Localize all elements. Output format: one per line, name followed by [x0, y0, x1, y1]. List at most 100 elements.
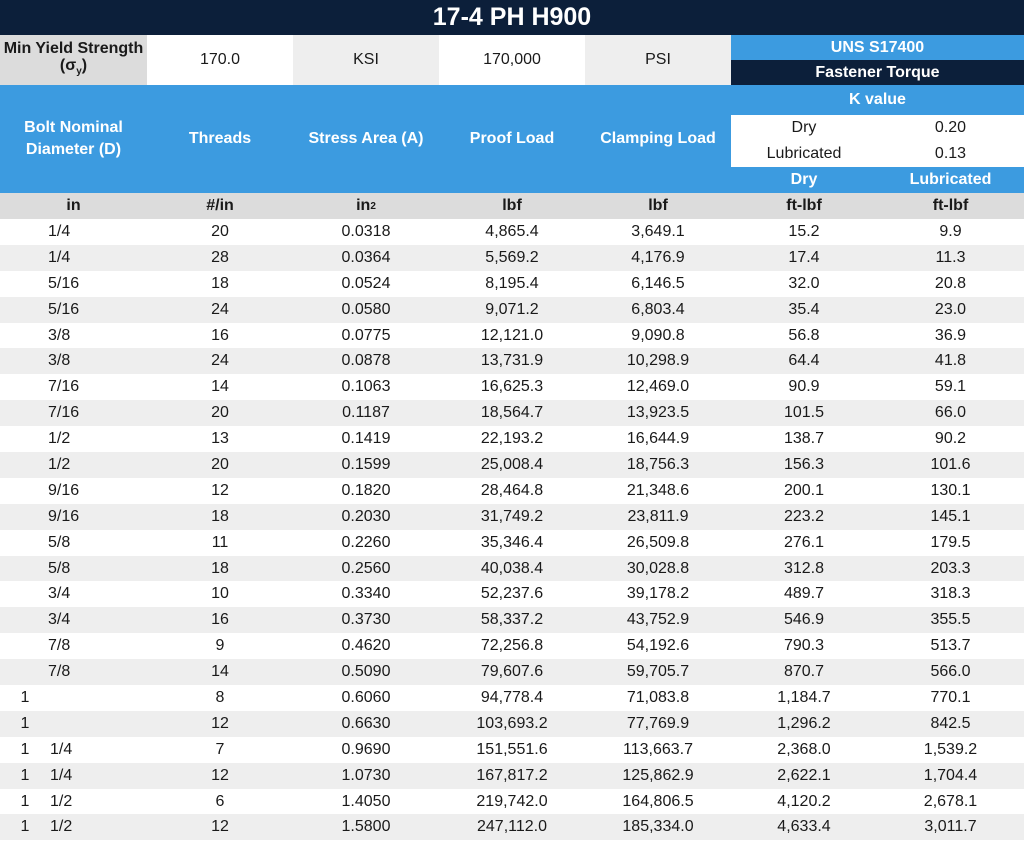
yield-strength-symbol: (σy) [59, 56, 88, 78]
cell-proof-load: 219,742.0 [476, 792, 548, 810]
uns-designation: UNS S17400 [731, 35, 1024, 60]
cell-proof-load: 35,346.4 [480, 533, 544, 551]
cell-torque-lubricated: 355.5 [930, 611, 971, 629]
diameter-whole: 1 [20, 792, 30, 810]
cell-stress-area: 0.4620 [341, 637, 391, 655]
cell-torque-dry: 90.9 [788, 378, 820, 396]
cell-diameter: 1 1/4 [0, 737, 147, 763]
cell-stress-area: 0.3730 [341, 611, 391, 629]
cell-stress-area: 1.4050 [341, 792, 391, 810]
cell-torque-dry: 15.2 [788, 222, 820, 240]
cell-proof-load: 18,564.7 [480, 404, 544, 422]
cell-torque-dry: 4,120.2 [777, 792, 831, 810]
table-row: 1/4 28 0.0364 5,569.2 4,176.9 17.4 11.3 [0, 244, 1024, 271]
cell-stress-area: 0.1419 [341, 430, 391, 448]
cell-torque-dry: 4,633.4 [777, 818, 831, 836]
page-title: 17-4 PH H900 [0, 0, 1024, 35]
cell-stress-area: 1.5800 [341, 818, 391, 836]
diameter-fraction: 9/16 [48, 481, 80, 499]
cell-clamping-load: 185,334.0 [622, 818, 694, 836]
k-dry-value: 0.20 [934, 119, 967, 136]
cell-threads: 12 [211, 481, 229, 499]
yield-psi-value: 170,000 [439, 35, 585, 85]
yield-strength-label: Min Yield Strength (σy) [0, 35, 147, 85]
cell-threads: 20 [211, 404, 229, 422]
cell-clamping-load: 6,146.5 [631, 274, 685, 292]
cell-diameter: 1 1/2 [0, 814, 147, 840]
cell-proof-load: 72,256.8 [480, 637, 544, 655]
cell-threads: 24 [211, 352, 229, 370]
uns-block: UNS S17400 Fastener Torque [731, 35, 1024, 85]
fastener-torque-label: Fastener Torque [731, 60, 1024, 85]
k-value-title: K value [849, 91, 906, 108]
cell-diameter: 1 [0, 711, 147, 737]
cell-stress-area: 1.0730 [341, 766, 391, 784]
cell-torque-dry: 1,184.7 [777, 688, 831, 706]
cell-threads: 18 [211, 507, 229, 525]
cell-threads: 14 [211, 663, 229, 681]
k-dry-label: Dry [791, 119, 817, 136]
cell-diameter: 1/4 [0, 219, 147, 245]
table-row: 1 1/4 7 0.9690 151,551.6 113,663.7 2,368.0 1,53… [0, 736, 1024, 763]
cell-torque-lubricated: 20.8 [934, 274, 967, 292]
table-row: 1 1/2 6 1.4050 219,742.0 164,806.5 4,120.2 2,67… [0, 788, 1024, 815]
yield-ksi-unit: KSI [293, 35, 439, 85]
cell-clamping-load: 71,083.8 [626, 688, 690, 706]
cell-clamping-load: 43,752.9 [626, 611, 690, 629]
cell-stress-area: 0.1820 [341, 481, 391, 499]
cell-diameter: 5/8 [0, 530, 147, 556]
cell-proof-load: 9,071.2 [485, 300, 539, 318]
cell-threads: 20 [211, 455, 229, 473]
table-row: 1/2 20 0.1599 25,008.4 18,756.3 156.3 101.6 [0, 452, 1024, 478]
table-row: 7/16 14 0.1063 16,625.3 12,469.0 90.9 59.1 [0, 374, 1024, 401]
diameter-fraction: 3/4 [48, 611, 71, 629]
cell-threads: 18 [211, 559, 229, 577]
diameter-fraction: 5/8 [48, 559, 71, 577]
yield-psi-unit: PSI [585, 35, 731, 85]
cell-torque-lubricated: 513.7 [930, 637, 971, 655]
table-row: 1 8 0.6060 94,778.4 71,083.8 1,184.7 770.1 [0, 685, 1024, 711]
cell-clamping-load: 23,811.9 [627, 507, 689, 525]
cell-diameter: 7/8 [0, 633, 147, 659]
cell-diameter: 1/2 [0, 426, 147, 452]
cell-threads: 12 [211, 818, 229, 836]
units-row: in #/in in 2 lbf lbf ft-lbf ft-lbf [0, 193, 1024, 219]
cell-clamping-load: 9,090.8 [631, 326, 685, 344]
cell-clamping-load: 4,176.9 [631, 248, 685, 266]
diameter-fraction: 1/4 [50, 740, 73, 758]
cell-clamping-load: 125,862.9 [622, 766, 694, 784]
torque-column-labels: Dry Lubricated [731, 167, 1024, 193]
cell-torque-lubricated: 3,011.7 [924, 818, 977, 836]
cell-torque-dry: 276.1 [783, 533, 825, 551]
cell-torque-dry: 56.8 [788, 326, 820, 344]
cell-torque-dry: 35.4 [788, 300, 820, 318]
yield-ksi-value: 170.0 [147, 35, 293, 85]
diameter-fraction: 3/4 [48, 585, 71, 603]
table-row: 5/8 11 0.2260 35,346.4 26,509.8 276.1 179.5 [0, 529, 1024, 556]
cell-torque-lubricated: 130.1 [930, 481, 971, 499]
cell-proof-load: 16,625.3 [480, 378, 544, 396]
k-lub-value: 0.13 [934, 145, 967, 162]
cell-stress-area: 0.3340 [341, 585, 391, 603]
cell-torque-dry: 156.3 [783, 455, 825, 473]
cell-torque-dry: 138.7 [783, 430, 825, 448]
cell-threads: 10 [211, 585, 229, 603]
cell-diameter: 1/2 [0, 452, 147, 478]
cell-torque-dry: 312.8 [783, 559, 825, 577]
cell-diameter: 9/16 [0, 504, 147, 530]
diameter-fraction: 1/2 [48, 430, 71, 448]
cell-torque-dry: 32.0 [788, 274, 820, 292]
cell-clamping-load: 13,923.5 [626, 404, 690, 422]
diameter-fraction: 3/8 [48, 326, 71, 344]
table-row: 1 1/2 12 1.5800 247,112.0 185,334.0 4,633.4 3,0… [0, 814, 1024, 841]
diameter-fraction: 1/2 [50, 818, 73, 836]
cell-proof-load: 79,607.6 [480, 663, 544, 681]
cell-clamping-load: 77,769.9 [626, 714, 690, 732]
cell-torque-dry: 489.7 [783, 585, 825, 603]
cell-threads: 8 [215, 688, 225, 706]
cell-clamping-load: 26,509.8 [626, 533, 690, 551]
diameter-fraction: 1/4 [48, 222, 71, 240]
cell-proof-load: 12,121.0 [480, 326, 544, 344]
cell-stress-area: 0.0318 [341, 222, 391, 240]
table-row: 5/16 18 0.0524 8,195.4 6,146.5 32.0 20.8 [0, 270, 1024, 297]
